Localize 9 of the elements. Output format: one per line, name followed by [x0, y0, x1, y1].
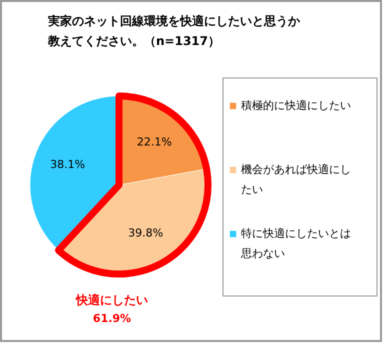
legend-label: 特に快適にしたいとは思わない — [240, 227, 351, 260]
legend-label: 機会があれば快適にしたい — [241, 163, 351, 196]
text: 快適にしたい — [75, 293, 148, 307]
data-label: 38.1% — [50, 158, 86, 171]
data-label: 39.8% — [128, 226, 164, 240]
data-label: 22.1% — [136, 136, 172, 149]
legend-label: 積極的に快適にしたい — [241, 99, 351, 112]
text: 61.9% — [92, 312, 132, 325]
chart-title: 実家のネット回線環境を快適にしたいと思うか教えてください。（n=1317） — [47, 14, 301, 48]
